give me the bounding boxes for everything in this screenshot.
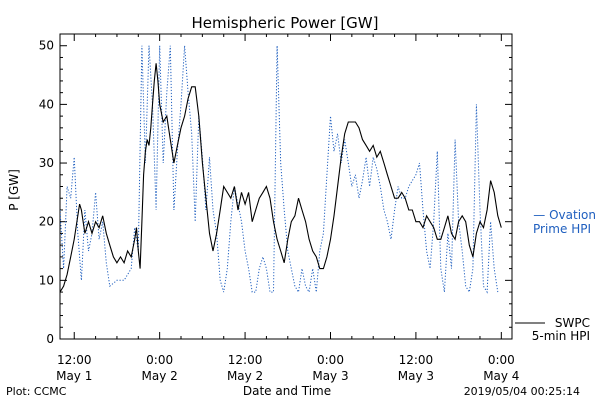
x-tick-label: 12:00 — [57, 353, 92, 367]
plot-frame — [59, 33, 513, 340]
series-swpc-line — [60, 63, 502, 293]
x-tick-label: 12:00 — [228, 353, 263, 367]
y-tick-label: 30 — [39, 156, 54, 170]
x-tick-label: 0:00 — [488, 353, 515, 367]
legend-swpc-label-2: 5-min HPI — [532, 329, 590, 343]
series-ovation-line — [60, 45, 499, 294]
x-tick-date-label: May 3 — [312, 369, 348, 383]
footer-plot-credit: Plot: CCMC — [6, 385, 67, 398]
x-tick-date-label: May 2 — [227, 369, 263, 383]
x-tick-date-label: May 4 — [483, 369, 519, 383]
x-axis-label: Date and Time — [243, 384, 331, 398]
y-tick-label: 10 — [39, 273, 54, 287]
x-tick-label: 0:00 — [146, 353, 173, 367]
x-tick-date-label: May 3 — [398, 369, 434, 383]
legend-swpc-label: SWPC — [555, 316, 590, 330]
legend-ovation-label: — Ovation — [533, 208, 596, 222]
x-tick-date-label: May 2 — [142, 369, 178, 383]
y-axis-label: P [GW] — [7, 169, 21, 211]
x-tick-label: 0:00 — [317, 353, 344, 367]
legend-ovation-label-2: Prime HPI — [533, 222, 591, 236]
footer-timestamp: 2019/05/04 00:25:14 — [464, 385, 580, 398]
y-tick-label: 20 — [39, 215, 54, 229]
y-tick-label: 50 — [39, 39, 54, 53]
chart-title: Hemispheric Power [GW] — [192, 14, 379, 32]
x-tick-date-label: May 1 — [56, 369, 92, 383]
y-tick-label: 0 — [46, 332, 54, 346]
x-tick-label: 12:00 — [399, 353, 434, 367]
plot-area: 0 10 20 30 40 50 12:00 May 1 0:00 May 2 12:00 May 2… — [39, 33, 519, 383]
y-tick-label: 40 — [39, 97, 54, 111]
